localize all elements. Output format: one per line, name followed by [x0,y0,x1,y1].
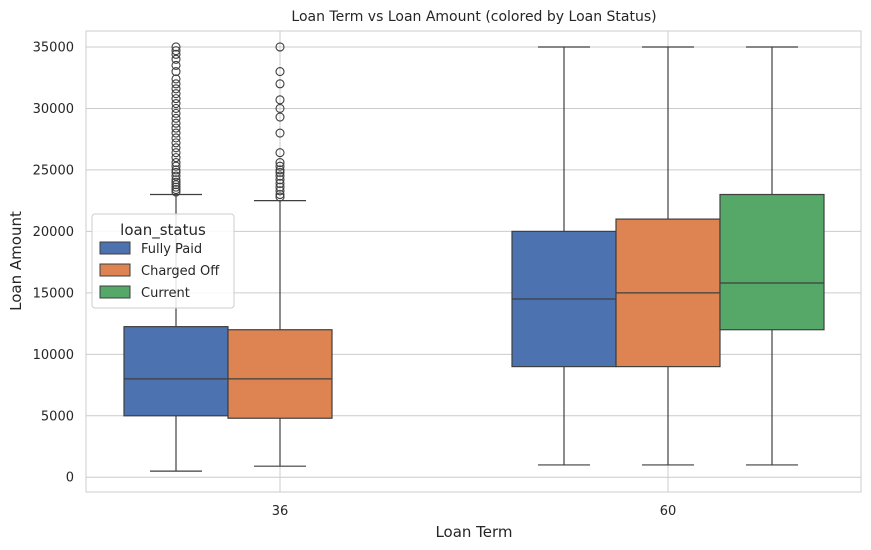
x-tick-labels: 36 60 [272,504,677,519]
outlier-point [275,186,285,196]
outlier-point [171,128,181,138]
outlier-point [171,138,181,148]
outlier-point [171,60,181,70]
outlier-point [171,103,181,113]
y-tick-label: 30000 [33,102,74,117]
x-axis-label: Loan Term [435,523,512,541]
outlier-point [171,49,181,59]
outlier-point [171,187,181,197]
legend-frame [91,213,235,309]
outlier-point [171,67,181,77]
outlier-point [171,89,181,99]
box-iqr [719,193,825,331]
outlier-point [275,112,285,122]
outlier-point [171,133,181,143]
outlier-point [171,167,181,177]
y-tick-label: 20000 [33,225,74,240]
outlier-point [275,171,285,181]
outlier-point [171,94,181,104]
outlier-point [171,185,181,195]
legend-entries: Fully Paid Charged Off Current [99,241,220,301]
y-tick-label: 25000 [33,163,74,178]
outlier-point [171,143,181,153]
legend-swatch [99,285,131,299]
outlier-point [275,157,285,168]
box-iqr [123,326,229,417]
outlier-point [171,182,181,192]
outlier-point [171,84,181,94]
legend-title: loan_status [120,221,206,240]
box-current-60 [719,46,825,466]
legend-entry-label: Fully Paid [141,242,202,257]
outlier-point [171,42,181,52]
y-tick-labels: 0 5000 10000 15000 20000 25000 30000 35000 [33,40,74,485]
outlier-point [275,67,285,77]
y-tick-label: 0 [66,471,74,486]
outlier-point [171,113,181,123]
outlier-point [171,98,181,109]
legend: loan_status Fully Paid Charged Off Current [91,213,235,309]
outlier-point [275,167,285,177]
box-iqr [227,329,333,419]
box-charged-off-36 [227,42,333,467]
legend-swatch [99,241,131,255]
box-charged-off-60 [615,46,721,466]
outlier-point [171,165,181,175]
outlier-point [275,148,285,158]
outlier-point [275,175,285,185]
y-axis-label: Loan Amount [7,211,25,311]
outlier-point [275,182,285,192]
chart-title: Loan Term vs Loan Amount (colored by Loa… [291,9,656,25]
outlier-point [171,54,181,64]
outlier-point [275,103,285,113]
outlier-point [275,79,285,89]
legend-entry-label: Charged Off [141,264,220,279]
outlier-point [275,165,285,175]
y-tick-label: 10000 [33,348,74,363]
x-tick-label: 36 [272,504,289,519]
outlier-point [171,79,181,89]
outlier-point [275,161,285,171]
outlier-point [171,161,181,171]
legend-swatch [99,263,131,277]
x-tick-label: 60 [660,504,677,519]
box-series [123,42,825,472]
outlier-point [275,42,285,52]
outlier-point [275,192,285,202]
outlier-point [171,74,181,84]
outlier-point [275,95,285,105]
outlier-point [275,189,285,200]
box-fully-paid-60 [511,46,617,466]
outlier-point [171,175,181,185]
outlier-point [171,153,181,163]
outlier-point [275,178,285,188]
outlier-point [171,46,181,56]
outlier-point [171,108,181,118]
outlier-point [171,123,181,133]
outlier-point [171,177,181,187]
y-tick-label: 15000 [33,286,74,301]
outlier-point [171,148,181,158]
legend-entry-label: Current [141,286,190,301]
outlier-point [275,128,285,138]
outlier-point [171,171,181,181]
y-tick-label: 35000 [33,40,74,55]
outlier-point [171,157,181,168]
outlier-point [171,118,181,128]
y-tick-label: 5000 [41,409,74,424]
outlier-point [171,180,181,190]
